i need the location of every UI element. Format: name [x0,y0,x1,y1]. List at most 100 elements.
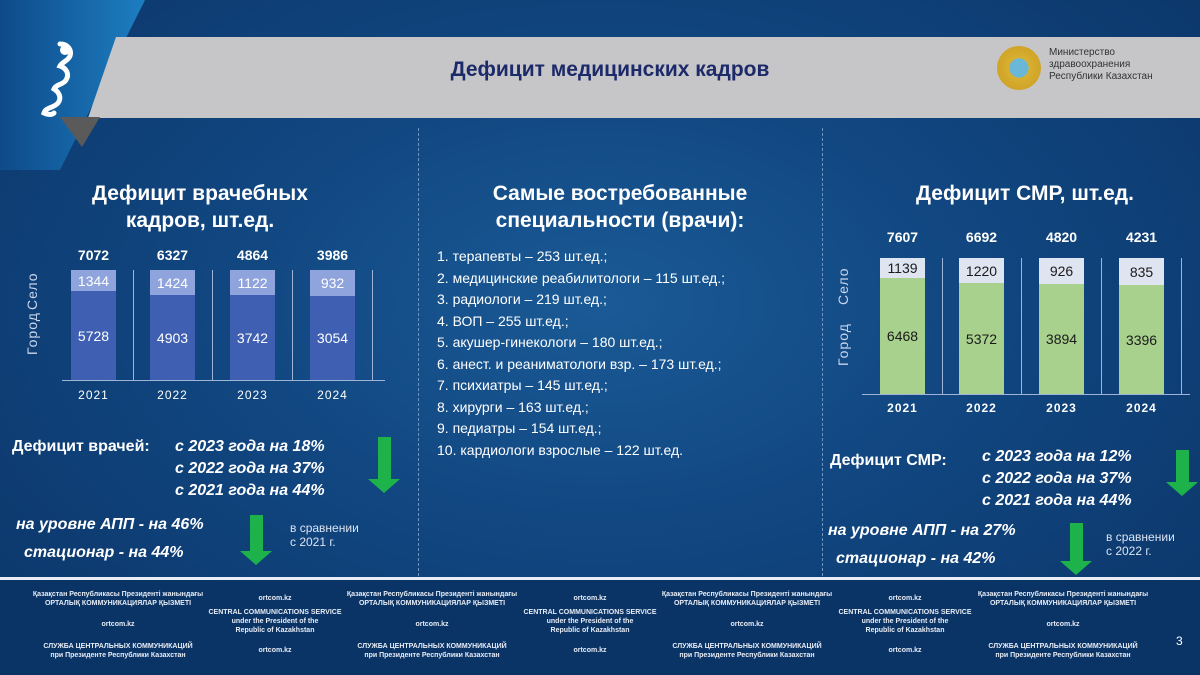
footer-line: ОРТАЛЫҚ КОММУНИКАЦИЯЛАР ҚЫЗМЕТІ [358,600,506,607]
bar-rural-segment: 1139 [880,258,925,278]
specialty-item: 9. педиатры – 154 шт.ед.; [437,420,602,436]
column-divider [822,128,823,576]
footer-site-link[interactable]: ortcom.kz [805,594,1005,603]
down-arrow-icon [368,437,400,493]
stat-line: с 2023 года на 12% [982,448,1132,465]
footer-site-link[interactable]: ortcom.kz [332,620,532,629]
footer-line: Қазақстан Республикасы Президенті жанынд… [661,591,833,598]
bar-urban-segment: 3054 [310,296,355,380]
bar-total-label: 4820 [1045,229,1078,245]
footer-line: ortcom.kz [415,621,449,628]
bar-urban-segment: 3742 [230,295,275,380]
specialty-item: 8. хирурги – 163 шт.ед.; [437,398,589,415]
footer-site-link[interactable]: ortcom.kz [175,646,375,655]
footer-line: ortcom.kz [258,595,292,602]
bar-total-label: 4864 [236,247,269,263]
footer-ru-text: СЛУЖБА ЦЕНТРАЛЬНЫХ КОММУНИКАЦИЙ при Прези… [332,642,532,660]
page-title: Дефицит медицинских кадров [450,58,770,81]
down-arrow-icon [240,515,272,565]
bar-rural-segment: 1122 [230,270,275,295]
bar-separator [133,270,134,380]
nurses-deficit-lines: с 2023 года на 12% с 2022 года на 37% с … [982,446,1132,512]
ministry-line: здравоохранения [1049,59,1131,70]
footer-ru-text: СЛУЖБА ЦЕНТРАЛЬНЫХ КОММУНИКАЦИЙ при Прези… [647,642,847,660]
bar-rural-segment: 1424 [150,270,195,295]
footer-line: Қазақстан Республикасы Президенті жанынд… [346,591,518,598]
footer-line: under the President of the [231,618,319,625]
x-axis [62,380,385,381]
bar-urban-segment: 3894 [1039,284,1084,394]
x-tick-label: 2022 [157,388,188,402]
legend-urban-label: Город [835,323,851,366]
footer-line: ОРТАЛЫҚ КОММУНИКАЦИЯЛАР ҚЫЗМЕТІ [44,600,192,607]
note-line: в сравнении [290,521,359,535]
specialty-item: 10. кардиологи взрослые – 122 шт.ед. [437,441,684,458]
footer-line: ortcom.kz [730,621,764,628]
title-line: Самые востребованные [492,182,748,205]
bar-total-label: 4231 [1125,229,1158,245]
bar-separator [1021,258,1022,394]
comparison-note: в сравнении с 2022 г. [1106,530,1175,558]
x-tick-label: 2023 [237,388,268,402]
x-tick-label: 2023 [1046,401,1077,415]
footer-ru-text: СЛУЖБА ЦЕНТРАЛЬНЫХ КОММУНИКАЦИЙ при Прези… [963,642,1163,660]
bar-rural-segment: 932 [310,270,355,296]
footer-en-text: CENTRAL COMMUNICATIONS SERVICE under the … [805,608,1005,635]
bar-total-label: 6327 [156,247,189,263]
footer-line: under the President of the [861,618,949,625]
title-line: специальности (врачи): [495,209,745,232]
footer-site-link[interactable]: ortcom.kz [805,646,1005,655]
specialty-item: 2. медицинские реабилитологи – 115 шт.ед… [437,269,725,286]
footer-divider [0,577,1200,580]
footer-site-link[interactable]: ortcom.kz [490,594,690,603]
footer-line: Republic of Kazakhstan [865,627,945,634]
x-tick-label: 2021 [887,401,918,415]
doctors-hospital-stat: стационар - на 44% [24,544,184,561]
footer-line: CENTRAL COMMUNICATIONS SERVICE [838,609,972,616]
specialties-list: 1. терапевты – 253 шт.ед.; 2. медицинские… [437,246,725,461]
footer-kz-text: Қазақстан Республикасы Президенті жанынд… [647,590,847,608]
footer-site-link[interactable]: ortcom.kz [647,620,847,629]
nurses-hospital-stat: стационар - на 42% [836,550,996,567]
footer-line: CENTRAL COMMUNICATIONS SERVICE [208,609,342,616]
ministry-label: Министерство здравоохранения Республики … [1049,47,1153,83]
stat-line: с 2022 года на 37% [982,470,1132,487]
footer-line: ortcom.kz [1046,621,1080,628]
bar-separator [292,270,293,380]
column-divider [418,128,419,576]
comparison-note: в сравнении с 2021 г. [290,521,359,549]
bar-urban-segment: 3396 [1119,285,1164,394]
footer-line: при Президенте Республики Казахстан [364,652,500,659]
bar-urban-segment: 5728 [71,291,116,380]
footer-line: СЛУЖБА ЦЕНТРАЛЬНЫХ КОММУНИКАЦИЙ [43,643,193,650]
footer-line: ОРТАЛЫҚ КОММУНИКАЦИЯЛАР ҚЫЗМЕТІ [989,600,1137,607]
bar-urban-segment: 6468 [880,278,925,394]
footer-line: ortcom.kz [573,647,607,654]
footer-site-link[interactable]: ortcom.kz [963,620,1163,629]
footer-line: при Президенте Республики Казахстан [679,652,815,659]
legend-rural-label: Село [835,267,851,305]
footer-line: Қазақстан Республикасы Президенті жанынд… [977,591,1149,598]
page-number: 3 [1176,634,1183,648]
footer-site-link[interactable]: ortcom.kz [490,646,690,655]
title-line: Дефицит врачебных [92,182,308,205]
footer-kz-text: Қазақстан Республикасы Президенті жанынд… [332,590,532,608]
x-tick-label: 2024 [317,388,348,402]
ministry-line: Министерство [1049,47,1115,58]
footer-site-link[interactable]: ortcom.kz [175,594,375,603]
specialty-item: 4. ВОП – 255 шт.ед.; [437,312,569,329]
bar-urban-segment: 5372 [959,283,1004,394]
bar-total-label: 7072 [77,247,110,263]
footer-line: СЛУЖБА ЦЕНТРАЛЬНЫХ КОММУНИКАЦИЙ [988,643,1138,650]
footer-line: under the President of the [546,618,634,625]
nurses-deficit-label: Дефицит СМР: [830,452,947,469]
footer-line: ortcom.kz [101,621,135,628]
footer-site-link[interactable]: ortcom.kz [18,620,218,629]
bar-separator [942,258,943,394]
title-line: Дефицит СМР, шт.ед. [916,182,1134,205]
bar-separator [1101,258,1102,394]
specialty-item: 3. радиологи – 219 шт.ед.; [437,291,607,307]
footer-ru-text: СЛУЖБА ЦЕНТРАЛЬНЫХ КОММУНИКАЦИЙ при Прези… [18,642,218,660]
x-axis [862,394,1190,395]
nurses-chart-title: Дефицит СМР, шт.ед. [860,180,1190,207]
